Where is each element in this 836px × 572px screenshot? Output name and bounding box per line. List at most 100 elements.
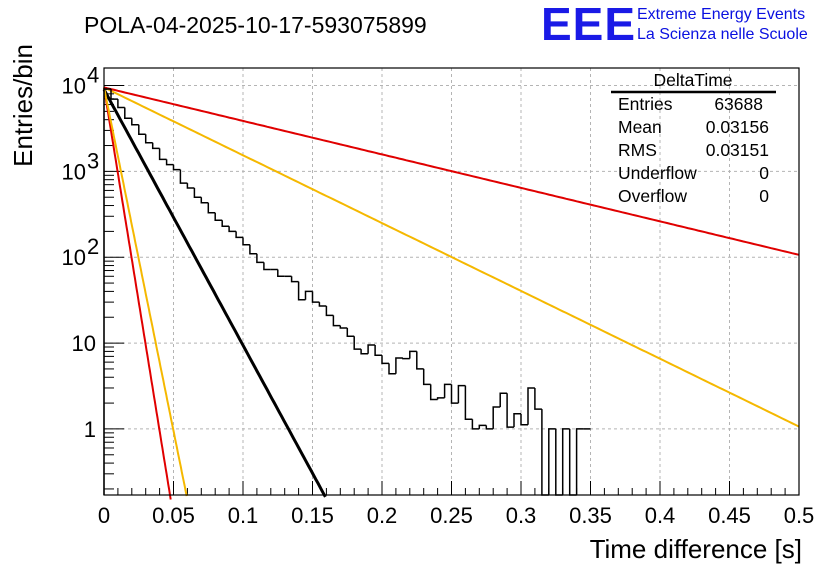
stats-row-label: Entries bbox=[618, 94, 673, 114]
histogram-bin bbox=[478, 424, 487, 429]
y-tick-label: 10 bbox=[62, 245, 86, 270]
histogram-bin bbox=[513, 413, 521, 428]
histogram-bin bbox=[492, 406, 501, 429]
stats-row: RMS 0.03151 bbox=[618, 140, 769, 160]
stats-row-label: Underflow bbox=[618, 163, 697, 183]
histogram-bin bbox=[117, 99, 125, 109]
stats-row-label: Mean bbox=[618, 117, 662, 137]
histogram-bin bbox=[124, 107, 132, 120]
y-tick-exponent: 2 bbox=[87, 234, 99, 259]
histogram-bin bbox=[457, 384, 466, 404]
histogram-bin bbox=[360, 349, 369, 355]
histogram-bin bbox=[568, 428, 577, 496]
histogram-bin bbox=[381, 355, 389, 365]
histogram-bin bbox=[548, 428, 556, 495]
x-tick-labels: 0 0.05 0.1 0.15 0.2 0.25 0.3 0.35 0.4 0.45 0.5 bbox=[98, 503, 814, 528]
histogram-bin bbox=[541, 409, 549, 496]
stats-box: DeltaTime Entries 63688 Mean 0.03156 RMS… bbox=[611, 70, 776, 206]
y-axis-title: Entries/bin bbox=[8, 44, 38, 167]
histogram-bin bbox=[110, 89, 118, 100]
histogram-bin bbox=[367, 344, 376, 354]
histogram-bin bbox=[485, 425, 494, 430]
stats-row: Underflow 0 bbox=[618, 163, 769, 183]
y-tick-exponent: 3 bbox=[87, 148, 99, 173]
histogram-bin bbox=[318, 302, 327, 307]
x-tick-label: 0.3 bbox=[506, 503, 537, 528]
histogram-bin bbox=[186, 183, 195, 189]
histogram-bin bbox=[235, 231, 243, 239]
histogram-bin bbox=[374, 345, 382, 357]
histogram-bin bbox=[263, 262, 271, 271]
histogram-bin bbox=[429, 384, 438, 401]
histogram-bin bbox=[499, 392, 508, 407]
stats-row-label: Overflow bbox=[618, 186, 687, 206]
y-tick-exponent: 4 bbox=[87, 63, 99, 88]
stats-row-value: 0 bbox=[759, 186, 769, 206]
histogram-bin bbox=[325, 306, 334, 317]
histogram-bin bbox=[172, 164, 181, 171]
histogram-bin bbox=[311, 291, 320, 303]
x-tick-label: 0.15 bbox=[291, 503, 334, 528]
histogram-bin bbox=[520, 413, 528, 426]
histogram-bin bbox=[395, 357, 403, 374]
histogram-bin bbox=[527, 387, 535, 425]
histogram-bin bbox=[332, 315, 341, 327]
histogram-bin bbox=[471, 419, 480, 430]
series-orange-slow bbox=[103, 86, 800, 428]
histogram-bin bbox=[138, 124, 146, 136]
histogram-bin bbox=[144, 134, 153, 144]
histogram-bin bbox=[346, 328, 355, 338]
histogram-bin bbox=[131, 118, 139, 126]
histogram-bin bbox=[297, 281, 306, 301]
x-tick-label: 0.4 bbox=[645, 503, 676, 528]
x-tick-label: 0 bbox=[98, 503, 110, 528]
stats-row-value: 0.03156 bbox=[706, 117, 769, 137]
x-tick-label: 0.2 bbox=[367, 503, 398, 528]
histogram-bin bbox=[256, 253, 264, 264]
histogram-bin bbox=[290, 276, 299, 283]
x-tick-label: 0.35 bbox=[569, 503, 612, 528]
histogram-bin bbox=[450, 384, 459, 404]
logo-line-1: Extreme Energy Events bbox=[637, 6, 805, 23]
series-fit bbox=[102, 88, 327, 498]
histogram-bin bbox=[436, 397, 445, 400]
histogram-bin bbox=[464, 385, 473, 420]
histogram-bin bbox=[555, 428, 563, 496]
histogram-bin bbox=[103, 88, 111, 495]
x-tick-label: 0.25 bbox=[430, 503, 473, 528]
histogram-bin bbox=[158, 148, 167, 161]
histogram-bin bbox=[416, 351, 424, 370]
y-tick-label: 10 bbox=[62, 159, 86, 184]
histogram-bin bbox=[200, 197, 209, 204]
histogram-bin bbox=[228, 226, 237, 233]
eee-logo: EEE bbox=[541, 0, 636, 50]
y-tick-label: 10 bbox=[62, 74, 86, 99]
histogram-bin bbox=[214, 212, 223, 221]
histogram-bin bbox=[179, 169, 188, 184]
logo-line-2: La Scienza nelle Scuole bbox=[637, 26, 808, 43]
histogram-bin bbox=[388, 363, 396, 375]
series-red-slow bbox=[103, 86, 800, 256]
histogram-bin bbox=[409, 350, 417, 359]
histogram-bin bbox=[277, 269, 285, 278]
series-layer bbox=[102, 86, 800, 500]
stats-row: Entries 63688 bbox=[618, 94, 763, 114]
stats-row-value: 0 bbox=[759, 163, 769, 183]
histogram-bin bbox=[221, 220, 230, 227]
histogram-bin bbox=[506, 393, 514, 428]
stats-row-value: 63688 bbox=[714, 94, 763, 114]
series-orange-fast bbox=[103, 87, 188, 497]
x-axis-title: Time difference [s] bbox=[590, 534, 802, 564]
stats-row: Overflow 0 bbox=[618, 186, 769, 206]
histogram-bin bbox=[353, 336, 362, 350]
histogram-layer bbox=[103, 88, 591, 496]
histogram-bin bbox=[193, 188, 202, 198]
x-tick-label: 0.5 bbox=[784, 503, 815, 528]
series-red-fast bbox=[103, 87, 172, 500]
histogram-bin bbox=[422, 368, 431, 386]
chart-title: POLA-04-2025-10-17-593075899 bbox=[84, 12, 427, 38]
histogram-bin bbox=[304, 290, 313, 300]
histogram-bin bbox=[207, 202, 216, 214]
